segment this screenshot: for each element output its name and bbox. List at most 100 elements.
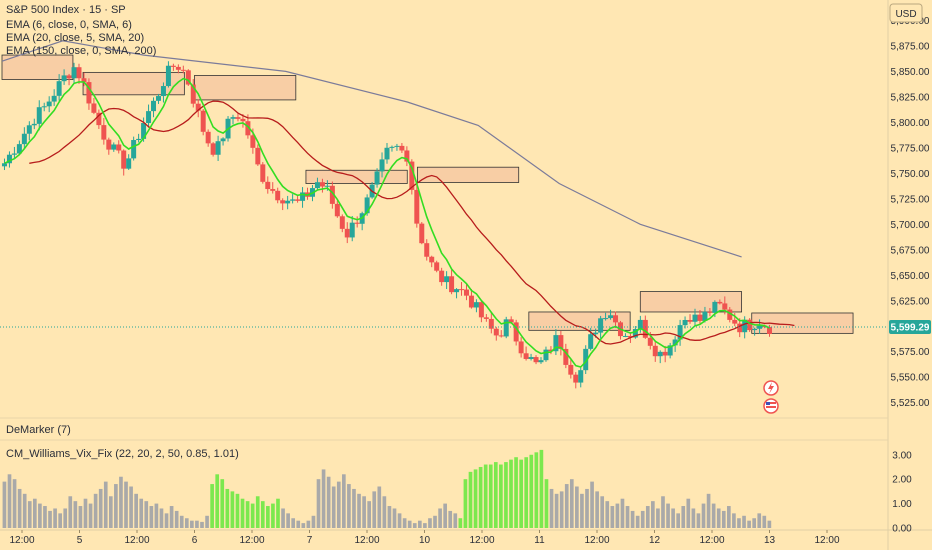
vix-bar [630,510,635,528]
candle [200,109,206,136]
vix-fix-label[interactable]: CM_Williams_Vix_Fix (22, 20, 2, 50, 0.85… [6,448,239,460]
vix-bar [701,503,706,528]
vix-bar [458,518,463,528]
candle [86,78,92,110]
candle [429,255,435,268]
vix-bar [595,491,599,528]
vix-bar [696,513,701,528]
currency-button[interactable]: USD [889,3,923,23]
candle [270,182,276,194]
candle-body [523,353,529,359]
candle-body [747,319,753,331]
vix-bar [661,496,665,528]
candle-body [632,329,638,338]
demarker-label[interactable]: DeMarker (7) [6,424,71,436]
time-axis: 12:00 5 12:00 6 12:00 7 12:00 10 12:00 11 12:00 12 1… [9,530,840,546]
vix-bar [367,501,372,528]
candle-body [195,103,201,111]
candle [66,73,72,86]
candle-body [260,164,266,182]
time-tick-label: 12 [649,535,661,546]
lightning-icon[interactable] [763,380,779,396]
time-tick-label: 12:00 [354,535,379,546]
candle-body [498,335,504,337]
vix-bar [402,518,407,528]
candle-body [151,100,157,112]
vix-bar [625,506,630,528]
vix-bar [7,474,12,528]
candle-body [41,106,47,108]
vix-bar [321,469,326,528]
vix-bar [144,501,149,528]
vix-tick-label: 0.00 [892,524,912,535]
candle-body [230,117,236,119]
candle-body [270,189,276,191]
us-flag-icon[interactable] [763,398,779,414]
vix-bar [119,476,123,528]
symbol-title[interactable]: S&P 500 Index · 15 · SP [6,4,126,16]
candle [76,63,82,84]
vix-bar [635,515,640,528]
currency-button-label: USD [895,9,916,20]
candle [498,330,504,338]
candle [454,288,460,299]
ema-150-line [1,40,742,258]
candle [394,143,400,151]
candle-body [488,318,494,329]
candle [444,271,450,289]
vix-bar [38,503,42,528]
candle-body [508,319,514,323]
candle-body [687,319,693,322]
candle-body [389,146,395,148]
candle-body [91,103,97,113]
vix-bar [737,518,741,528]
candle [473,299,479,313]
vix-bar [78,506,83,528]
candle-body [26,125,32,134]
time-tick-label: 5 [77,535,83,546]
vix-bar [48,510,52,528]
candle [165,61,171,88]
vix-bar [53,508,57,528]
candle [16,140,22,156]
price-tick-label: 5,650.00 [891,271,930,282]
candle [503,316,509,339]
candle [483,314,489,322]
vix-bar [326,476,331,528]
vix-bar [681,506,686,528]
time-tick-label: 12:00 [584,535,609,546]
indicator-ema-20[interactable]: EMA (20, close, 5, SMA, 20) [6,32,144,44]
candle [280,198,286,211]
vix-bar [575,486,579,528]
candle-body [742,319,748,333]
vix-bar [762,515,767,528]
candle-body [449,276,455,293]
ema-150-path [1,40,742,258]
candle-body [404,150,410,162]
candle-body [444,276,450,283]
price-tick-label: 5,825.00 [891,92,930,103]
vix-bar [600,496,605,528]
indicator-ema-150[interactable]: EMA (150, close, 0, SMA, 200) [6,45,156,57]
candle [151,97,157,118]
candle-body [126,158,132,169]
candle-body [11,153,17,155]
candle [170,63,176,71]
vix-bar [645,506,650,528]
vix-bar [230,491,235,528]
candle-body [111,144,117,150]
candle-body [36,107,42,124]
vix-bar [559,491,564,528]
vix-bar [134,493,138,528]
vix-tick-label: 1.00 [892,499,912,510]
price-tick-label: 5,725.00 [891,194,930,205]
candle-body [627,335,633,338]
indicator-ema-6[interactable]: EMA (6, close, 0, SMA, 6) [6,19,132,31]
candle [697,309,703,325]
vix-bar [195,520,199,528]
candle [185,69,191,86]
zone-box [194,75,297,101]
candle [220,137,226,146]
vix-bar [691,508,696,528]
